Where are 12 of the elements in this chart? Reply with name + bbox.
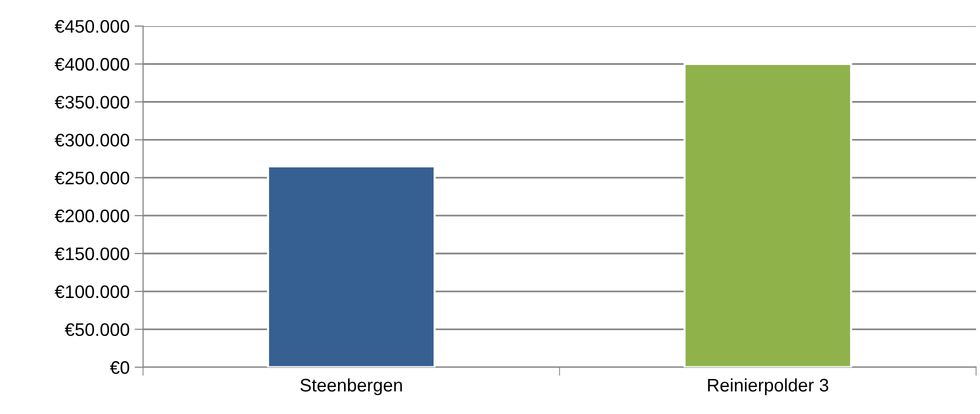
y-tick-label: €250.000 (54, 172, 130, 184)
y-tick-label: €450.000 (54, 20, 130, 33)
y-tick-label: €400.000 (54, 58, 130, 71)
x-tick-label: Reinierpolder 3 (708, 378, 828, 396)
x-tick-label: Steenbergen (300, 378, 402, 396)
y-tick-label: €100.000 (54, 285, 130, 298)
y-tick-label: €300.000 (54, 134, 130, 147)
y-tick-label: €350.000 (54, 96, 130, 109)
y-tick-label: €0 (110, 361, 130, 374)
y-tick-label: €50.000 (64, 323, 130, 336)
y-tick-label: €150.000 (54, 247, 130, 260)
y-tick-label: €200.000 (54, 210, 130, 222)
